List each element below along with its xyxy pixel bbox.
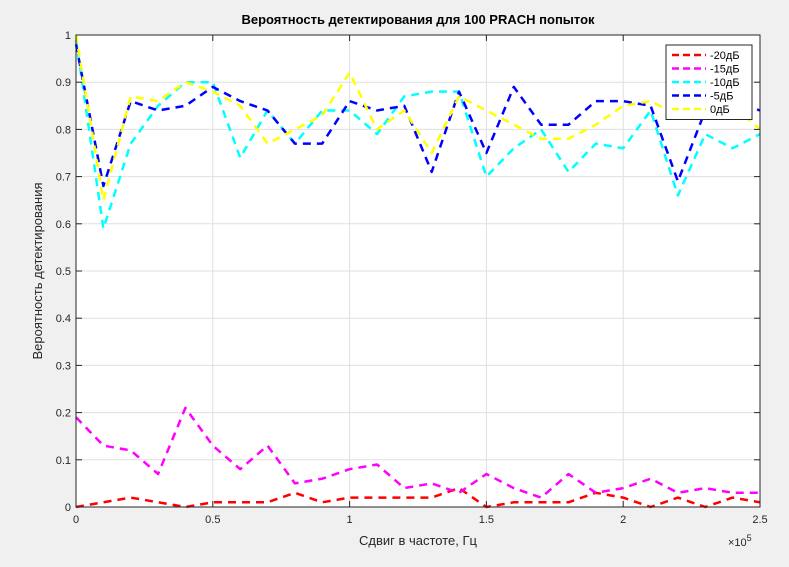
- y-tick-label: 0.9: [56, 77, 71, 89]
- y-tick-label: 0.2: [56, 408, 71, 420]
- series-line-1: [75, 406, 760, 499]
- x-tick-label: 0.5: [205, 514, 220, 526]
- chart-title: Вероятность детектирования для 100 PRACH…: [241, 12, 595, 27]
- y-tick-label: 0.4: [56, 313, 71, 325]
- y-tick-label: 0.6: [56, 219, 71, 231]
- y-tick-label: 0.1: [56, 455, 71, 467]
- y-tick-label: 0.7: [56, 172, 71, 184]
- x-axis-exponent-base: ×10: [728, 537, 747, 549]
- x-tick-label: 1: [347, 514, 353, 526]
- y-tick-label: 0.3: [56, 360, 71, 372]
- x-tick-label: 2: [620, 514, 626, 526]
- ticks: 0 0.5 1 1.5 2 2.5 0 0.1 0.2 0.3 0.4 0.5 0.6 0.7 0.8 0.9…: [56, 30, 768, 526]
- series-layer: [74, 34, 761, 509]
- y-tick-label: 1: [65, 30, 71, 42]
- legend-label: 0дБ: [710, 104, 730, 116]
- x-tick-label: 0: [73, 514, 79, 526]
- y-axis-label: Вероятность детектирования: [30, 182, 45, 359]
- x-axis-label: Сдвиг в частоте, Гц: [359, 533, 478, 548]
- series-line-3: [74, 44, 761, 188]
- x-axis-exponent-power: 5: [747, 533, 752, 543]
- x-axis-exponent: ×105: [728, 533, 752, 549]
- series-line-0: [75, 486, 761, 509]
- x-tick-label: 1.5: [479, 514, 494, 526]
- series-line-2: [74, 39, 761, 230]
- legend-label: -5дБ: [710, 91, 733, 103]
- grid: [75, 34, 761, 508]
- series-line-4: [74, 34, 761, 202]
- legend-label: -10дБ: [710, 77, 740, 89]
- legend-label: -20дБ: [710, 50, 740, 62]
- x-tick-label: 2.5: [752, 514, 767, 526]
- legend-box: [665, 44, 753, 120]
- y-tick-label: 0.8: [56, 124, 71, 136]
- legend-label: -15дБ: [710, 64, 740, 76]
- y-tick-label: 0: [65, 502, 71, 514]
- y-tick-label: 0.5: [56, 266, 71, 278]
